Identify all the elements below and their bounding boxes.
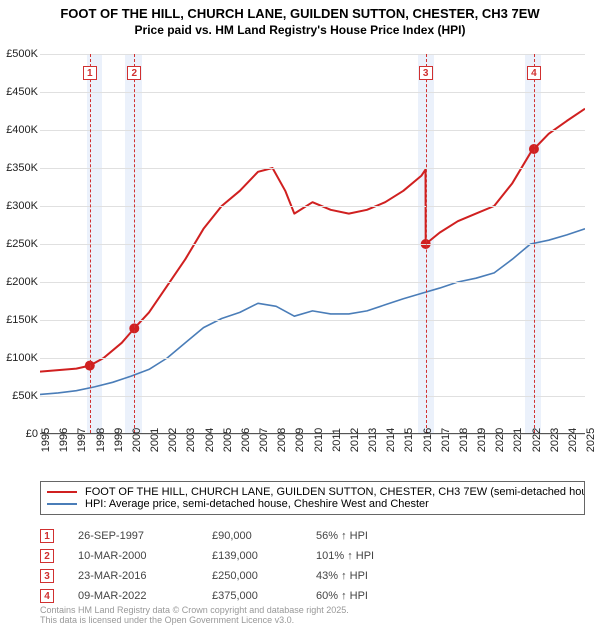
gridline: [40, 168, 585, 169]
gridline: [40, 320, 585, 321]
legend-label: HPI: Average price, semi-detached house,…: [85, 498, 429, 510]
gridline: [40, 206, 585, 207]
x-tick-label: 2013: [367, 428, 379, 452]
plot-area: 1 2 3 4: [40, 54, 585, 434]
x-tick-label: 2001: [149, 428, 161, 452]
series-price_paid: [40, 109, 585, 372]
x-tick-label: 2008: [276, 428, 288, 452]
event-marker-4: 4: [527, 66, 541, 80]
gridline: [40, 358, 585, 359]
footnote: Contains HM Land Registry data © Crown c…: [40, 606, 349, 626]
chart-container: FOOT OF THE HILL, CHURCH LANE, GUILDEN S…: [0, 6, 600, 626]
event-marker-3: 3: [419, 66, 433, 80]
x-tick-label: 2000: [131, 428, 143, 452]
x-tick-label: 2021: [512, 428, 524, 452]
x-tick-label: 2019: [476, 428, 488, 452]
y-tick-label: £150K: [6, 314, 38, 326]
x-tick-label: 2012: [349, 428, 361, 452]
gridline: [40, 282, 585, 283]
y-tick-label: £400K: [6, 124, 38, 136]
x-axis: 1995199619971998199920002001200220032004…: [40, 436, 585, 476]
event-table-row: 4 09-MAR-2022 £375,000 60% ↑ HPI: [40, 586, 585, 606]
x-tick-label: 2020: [494, 428, 506, 452]
gridline: [40, 54, 585, 55]
x-tick-label: 2007: [258, 428, 270, 452]
x-tick-label: 2010: [313, 428, 325, 452]
event-date: 09-MAR-2022: [78, 590, 188, 602]
event-line: [534, 54, 535, 433]
event-table-row: 1 26-SEP-1997 £90,000 56% ↑ HPI: [40, 526, 585, 546]
legend-item: FOOT OF THE HILL, CHURCH LANE, GUILDEN S…: [47, 486, 578, 498]
x-tick-label: 1996: [58, 428, 70, 452]
x-tick-label: 1998: [95, 428, 107, 452]
y-tick-label: £200K: [6, 276, 38, 288]
x-tick-label: 2025: [585, 428, 597, 452]
event-table-row: 3 23-MAR-2016 £250,000 43% ↑ HPI: [40, 566, 585, 586]
x-tick-label: 2009: [294, 428, 306, 452]
gridline: [40, 130, 585, 131]
event-table-row: 2 10-MAR-2000 £139,000 101% ↑ HPI: [40, 546, 585, 566]
event-marker-2: 2: [127, 66, 141, 80]
y-tick-label: £50K: [12, 390, 38, 402]
series-hpi: [40, 229, 585, 395]
event-num: 2: [40, 549, 54, 563]
event-num: 3: [40, 569, 54, 583]
legend-item: HPI: Average price, semi-detached house,…: [47, 498, 578, 510]
x-tick-label: 2022: [531, 428, 543, 452]
y-tick-label: £450K: [6, 86, 38, 98]
event-date: 10-MAR-2000: [78, 550, 188, 562]
x-tick-label: 2004: [204, 428, 216, 452]
gridline: [40, 396, 585, 397]
x-tick-label: 2017: [440, 428, 452, 452]
event-date: 26-SEP-1997: [78, 530, 188, 542]
x-tick-label: 2024: [567, 428, 579, 452]
chart-title-line1: FOOT OF THE HILL, CHURCH LANE, GUILDEN S…: [0, 6, 600, 21]
event-date: 23-MAR-2016: [78, 570, 188, 582]
x-tick-label: 2015: [403, 428, 415, 452]
event-price: £90,000: [212, 530, 292, 542]
x-tick-label: 1999: [113, 428, 125, 452]
gridline: [40, 92, 585, 93]
x-tick-label: 1997: [76, 428, 88, 452]
event-line: [134, 54, 135, 433]
y-tick-label: £500K: [6, 48, 38, 60]
legend-swatch: [47, 491, 77, 493]
event-line: [426, 54, 427, 433]
x-tick-label: 2002: [167, 428, 179, 452]
event-pct: 60% ↑ HPI: [316, 590, 436, 602]
y-axis: £0£50K£100K£150K£200K£250K£300K£350K£400…: [0, 54, 40, 434]
event-price: £375,000: [212, 590, 292, 602]
y-tick-label: £100K: [6, 352, 38, 364]
y-tick-label: £250K: [6, 238, 38, 250]
y-tick-label: £350K: [6, 162, 38, 174]
event-line: [90, 54, 91, 433]
event-num: 4: [40, 589, 54, 603]
event-marker-1: 1: [83, 66, 97, 80]
x-tick-label: 2011: [331, 428, 343, 452]
event-pct: 101% ↑ HPI: [316, 550, 436, 562]
event-pct: 43% ↑ HPI: [316, 570, 436, 582]
x-tick-label: 2006: [240, 428, 252, 452]
x-tick-label: 2003: [185, 428, 197, 452]
event-num: 1: [40, 529, 54, 543]
x-tick-label: 1995: [40, 428, 52, 452]
event-price: £139,000: [212, 550, 292, 562]
event-table: 1 26-SEP-1997 £90,000 56% ↑ HPI 2 10-MAR-2000…: [40, 526, 585, 606]
y-tick-label: £300K: [6, 200, 38, 212]
x-tick-label: 2023: [549, 428, 561, 452]
x-tick-label: 2018: [458, 428, 470, 452]
legend-label: FOOT OF THE HILL, CHURCH LANE, GUILDEN S…: [85, 486, 585, 498]
footnote-line2: This data is licensed under the Open Gov…: [40, 616, 349, 626]
legend: FOOT OF THE HILL, CHURCH LANE, GUILDEN S…: [40, 481, 585, 515]
y-tick-label: £0: [26, 428, 38, 440]
gridline: [40, 244, 585, 245]
legend-swatch: [47, 503, 77, 505]
x-tick-label: 2005: [222, 428, 234, 452]
event-price: £250,000: [212, 570, 292, 582]
x-tick-label: 2016: [422, 428, 434, 452]
event-pct: 56% ↑ HPI: [316, 530, 436, 542]
chart-title-line2: Price paid vs. HM Land Registry's House …: [0, 23, 600, 37]
x-tick-label: 2014: [385, 428, 397, 452]
